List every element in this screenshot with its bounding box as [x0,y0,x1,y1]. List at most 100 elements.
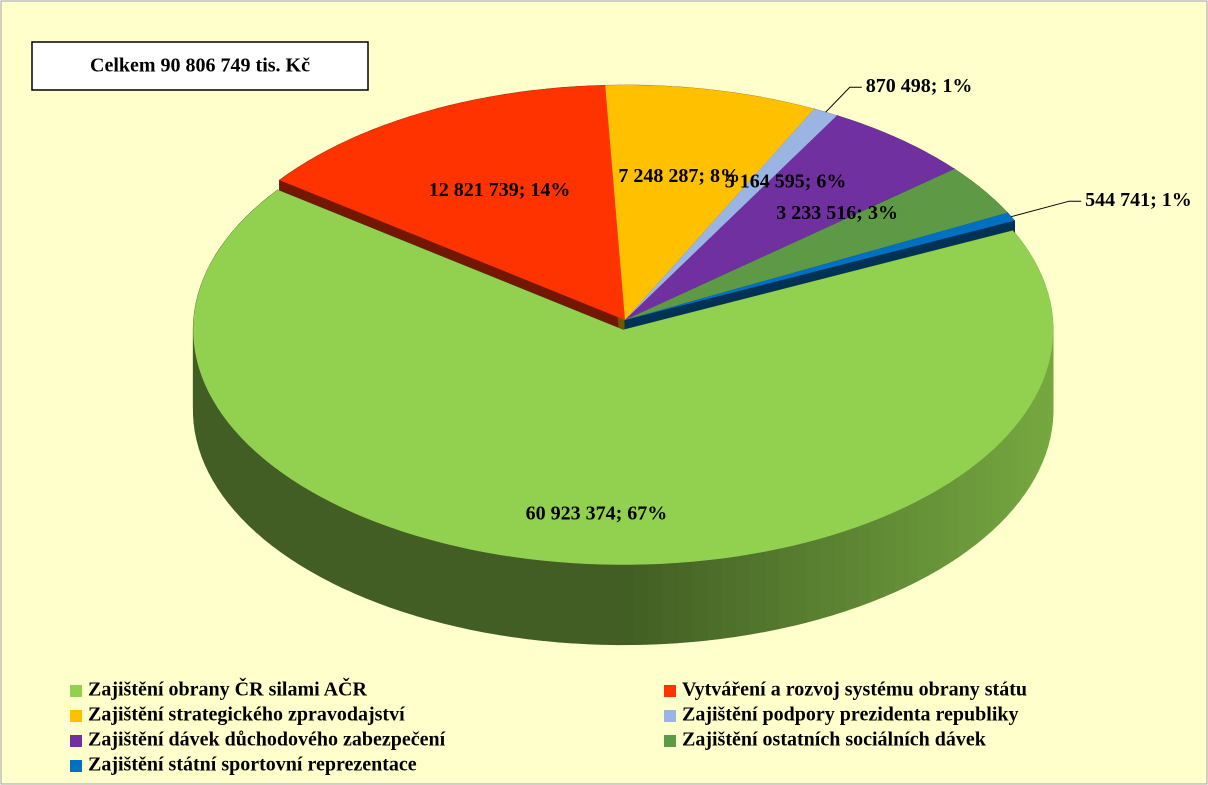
slice-side [894,506,907,593]
slice-side [706,558,722,641]
slice-side [204,384,209,473]
data-label: 870 498; 1% [866,75,973,97]
slice-side [378,522,392,608]
slice-side [234,429,242,519]
slice-side [527,558,544,641]
slice-side [470,549,486,633]
slice-side [966,463,977,552]
legend-swatch [664,735,676,747]
slice-side [617,564,633,646]
slice-side [429,539,444,624]
legend-label: Vytváření a rozvoj systému obrany státu [682,679,1027,701]
slice-side [721,556,737,639]
legend-label: Zajištění obrany ČR silami AČR [88,677,367,701]
slice-side [735,553,751,637]
legend-swatch [70,710,82,722]
slice-side [272,465,282,553]
legend-swatch [70,735,82,747]
slice-side [819,534,834,620]
slice-side [1006,427,1014,517]
slice-side [212,398,218,489]
legend-label: Zajištění státní sportovní reprezentace [88,754,417,776]
slice-side [1024,404,1031,495]
slice-side [196,359,200,449]
slice-side [1042,374,1046,463]
slice [625,212,1015,320]
slice [279,85,625,321]
slice [193,189,1054,565]
slice-side [331,502,344,589]
slice-side [365,517,379,604]
slice-side [208,391,214,481]
slice-side [222,414,229,504]
slice-side [632,564,648,646]
slice-tops [193,85,1054,565]
slice-side [975,456,985,545]
slice-side [938,483,949,571]
slice-side [602,564,618,646]
slice-side [661,562,678,645]
slice-side [832,530,847,616]
slice-side [320,496,332,584]
slice-side [310,490,322,578]
slice [605,85,815,320]
legend-label: Zajištění strategického zpravodajství [88,704,405,726]
slice-side [1045,366,1049,455]
slice-side [957,470,968,558]
legend-label: Zajištění ostatních sociálních dávek [682,729,987,751]
slice-side [240,437,249,526]
data-label: 5 164 595; 6% [725,171,847,193]
slice-side [916,495,929,582]
slice-side [882,511,895,598]
legend-swatch [70,685,82,697]
legend-swatch [664,685,676,697]
slice-side [443,542,458,627]
slice-side [403,531,417,617]
slice-side [263,458,273,547]
legend-label: Zajištění dávek důchodového zabezpečení [88,729,446,751]
chart-title: Celkem 90 806 749 tis. Kč [90,55,310,77]
slice-side [280,471,291,560]
slice [625,169,1008,320]
slice-side [1034,390,1039,479]
slice-side [999,435,1007,525]
slice-side [778,545,793,630]
slice-side [572,562,588,645]
slice-side [948,476,959,565]
slice-side [228,422,235,512]
slice-side [542,560,559,643]
slice-side [299,484,311,572]
slice-side [416,535,431,621]
slice-side [255,451,265,540]
slice-side [1029,397,1035,488]
leader-line [1011,200,1082,218]
slice [625,115,955,320]
slice-side [845,526,859,612]
slice-side [217,406,224,497]
slice-side [927,489,939,577]
slice-side [201,376,206,465]
slice-side [983,449,993,539]
legend-label: Zajištění podpory prezidenta republiky [682,704,1019,726]
title-box [31,41,369,91]
slice-side [587,563,603,645]
slice-side [513,556,529,640]
slice-side [647,563,663,645]
data-label: 60 923 374; 67% [526,502,668,524]
slice [625,108,838,320]
slice-side [248,444,257,533]
slice-side [905,500,918,588]
data-label: 12 821 739; 14% [429,179,571,201]
slice-side [749,551,765,635]
leader-line [825,86,862,113]
legend-swatch [664,710,676,722]
slice-side [858,521,872,607]
data-label: 3 233 516; 3% [776,202,898,224]
slice-side [1018,412,1026,503]
slice-side [870,516,884,603]
slice-side [499,554,515,638]
slice-side [991,442,1000,532]
slice-side [342,507,355,594]
slice-side [198,368,202,457]
